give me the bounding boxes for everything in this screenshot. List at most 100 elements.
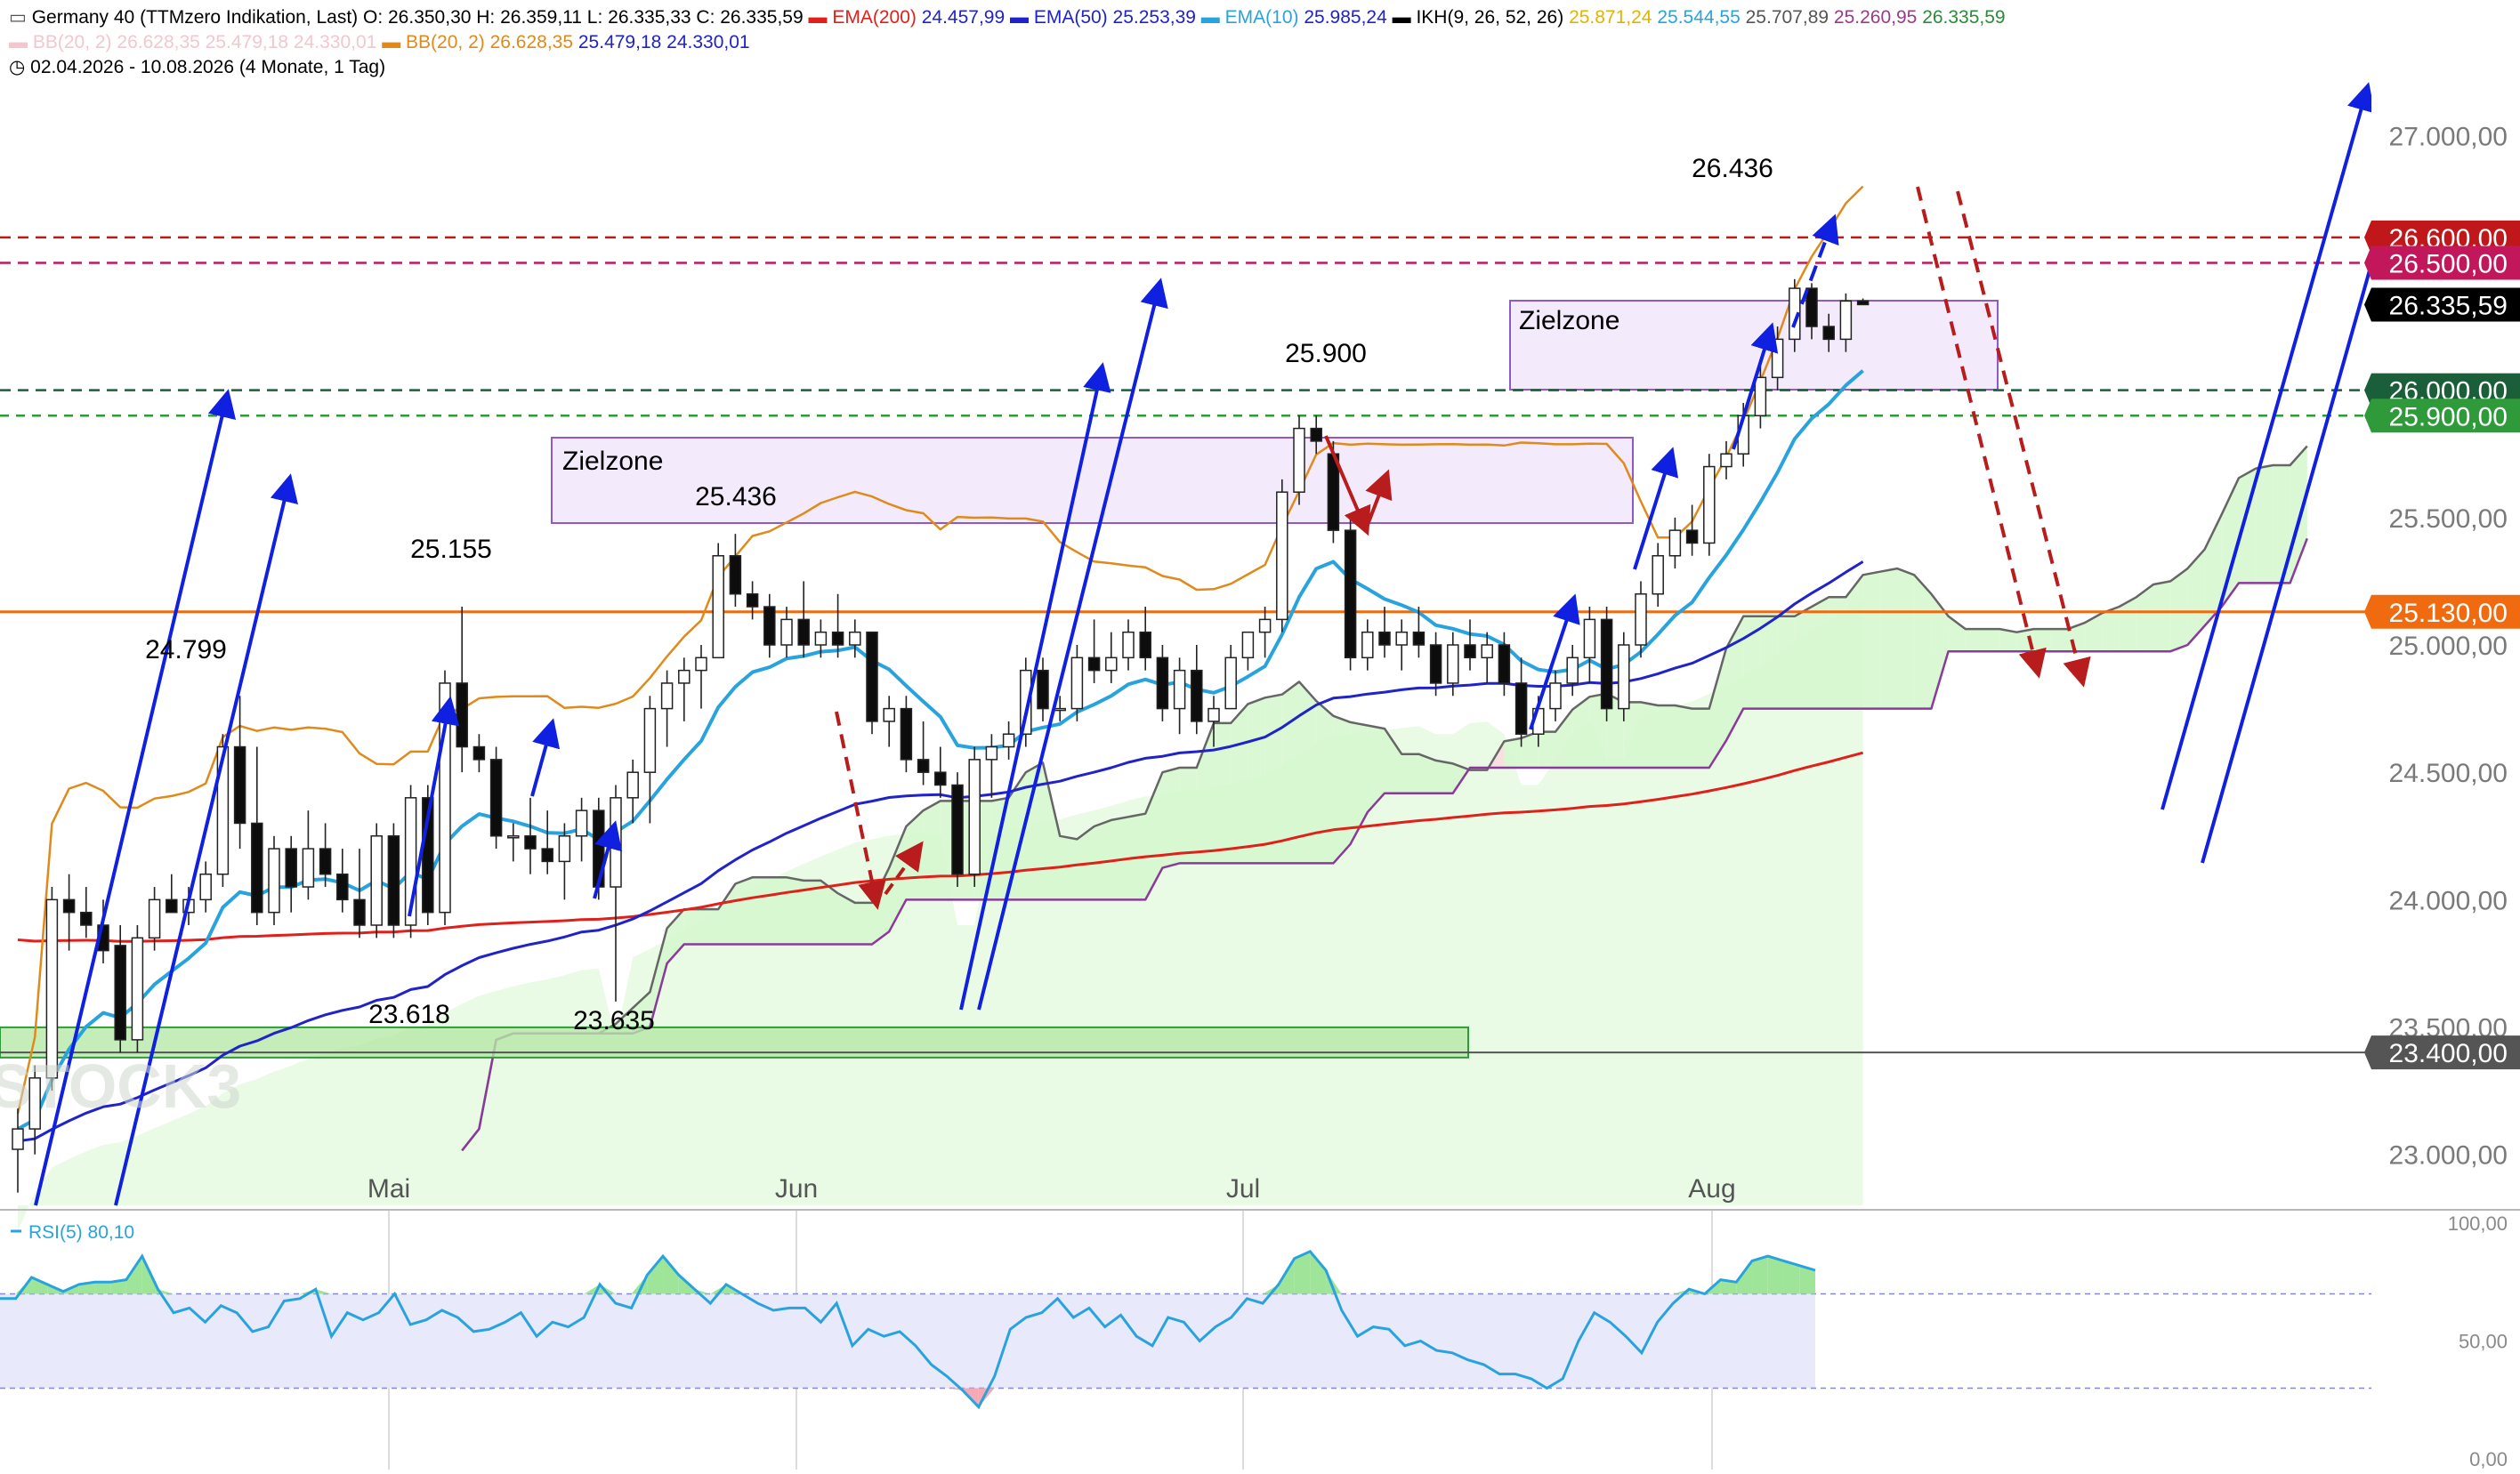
candle-body [763, 606, 776, 646]
ichimoku-cloud-segment [2187, 549, 2205, 645]
candle [199, 861, 212, 913]
rsi-overbought-fill [1799, 1265, 1815, 1294]
candle-body [541, 848, 553, 863]
candle [1668, 517, 1682, 569]
price-badge-bg [2364, 373, 2520, 407]
header-bg [0, 0, 1815, 77]
indicator-swatch: ▬ [1387, 7, 1417, 28]
candle [1020, 657, 1032, 747]
trend-arrow-red [1324, 435, 1371, 536]
trend-arrow-red-dashed [835, 711, 886, 910]
y-tick-label: 24.000,00 [2389, 886, 2508, 915]
candle [370, 823, 383, 938]
candle-body [336, 873, 349, 901]
ichimoku-cloud-segment [1316, 700, 1334, 864]
price-badge-label: 23.400,00 [2389, 1039, 2508, 1068]
candle-body [849, 631, 861, 646]
indicator-value: 25.707,89 [1746, 7, 1829, 28]
candle [849, 619, 861, 658]
candle-body [166, 898, 178, 914]
candle [1805, 283, 1818, 340]
target-zone-2-label: Zielzone [1519, 306, 1619, 335]
ichimoku-cloud-segment [1179, 768, 1197, 864]
rsi-overbought-fill [1326, 1270, 1342, 1294]
candle [968, 746, 981, 888]
trend-arrow-blue [114, 473, 298, 1206]
candle-body [1652, 555, 1664, 595]
candle [285, 835, 297, 913]
ichimoku-cloud-segment [1248, 697, 1265, 864]
rsi-overbought-fill [125, 1256, 142, 1294]
price-annotation: 23.635 [573, 1006, 655, 1035]
candle-body [985, 745, 998, 761]
candle-body [1037, 669, 1049, 710]
candle-body [678, 669, 691, 684]
x-tick-label: Aug [1688, 1174, 1735, 1204]
candle-body [1754, 376, 1767, 417]
y-tick-label: 23.000,00 [2389, 1141, 2508, 1171]
candle-body [610, 797, 622, 888]
candle-body [1020, 669, 1032, 735]
ichimoku-cloud-segment [1708, 648, 1726, 769]
candle-body [148, 898, 161, 939]
y-tick-label: 25.500,00 [2389, 504, 2508, 534]
ichimoku-cloud-segment [1641, 702, 1659, 769]
rsi-overbought-fill [15, 1277, 32, 1294]
price-annotation: 24.799 [145, 635, 227, 665]
candle [1241, 631, 1255, 671]
candle [1429, 632, 1442, 697]
rsi-overbought-fill [647, 1256, 664, 1294]
candle-body [934, 771, 947, 786]
candle [353, 849, 366, 938]
ichimoku-cloud-segment [2085, 613, 2103, 652]
ichimoku-cloud-segment [2050, 629, 2068, 652]
ichimoku-cloud-segment [1214, 722, 1232, 864]
rsi-y-tick: 50,00 [2459, 1331, 2508, 1353]
target-zone-1-label: Zielzone [562, 447, 663, 476]
ichimoku-cloud-segment [1281, 681, 1299, 864]
candle [1087, 619, 1101, 683]
candle-body [1464, 644, 1476, 659]
ichimoku-cloud-segment [1812, 597, 1829, 709]
candle [148, 887, 161, 951]
candle [62, 874, 76, 951]
candle-body [285, 848, 297, 888]
candle [763, 593, 776, 658]
ichimoku-cloud-segment [1675, 705, 1692, 769]
candle [1549, 670, 1562, 721]
price-annotation: 23.618 [368, 1000, 450, 1029]
candle [1156, 645, 1169, 721]
price-badge-bg [2364, 399, 2520, 433]
candle-body [1258, 618, 1272, 633]
rsi-overbought-fill [110, 1279, 126, 1294]
ichimoku-cloud-segment [2256, 464, 2274, 584]
price-annotation: 25.436 [695, 482, 777, 511]
ichimoku-cloud-segment [820, 880, 838, 945]
indicator-value: 25.479,18 [578, 32, 661, 52]
indicator-value: 24.330,01 [666, 32, 749, 52]
ichimoku-cloud-segment [1350, 721, 1368, 844]
ema200-line [17, 751, 1863, 943]
candle [251, 746, 263, 925]
trend-arrow-blue [959, 362, 1111, 1011]
candle [1122, 619, 1135, 671]
candle-body [1822, 326, 1835, 341]
candle-body [1549, 682, 1562, 710]
candle-body [643, 707, 657, 773]
ichimoku-cloud-segment [735, 877, 753, 945]
ichimoku-cloud-segment [1862, 571, 1880, 709]
ichimoku-cloud-segment [923, 801, 941, 900]
indicator-value: 25.544,55 [1657, 7, 1740, 28]
candle-body [472, 745, 486, 761]
candle-body [1703, 465, 1716, 544]
candle-body [1378, 631, 1391, 646]
ichimoku-cloud-segment [1965, 629, 1983, 652]
candle-body [1002, 733, 1015, 748]
indicator-value: 25.260,95 [1834, 7, 1917, 28]
candle [28, 1065, 41, 1155]
bollinger-upper-line [16, 185, 1864, 1115]
trend-arrow-red-dashed [1956, 190, 2091, 688]
candle-body [387, 835, 400, 926]
candle [1720, 440, 1732, 479]
